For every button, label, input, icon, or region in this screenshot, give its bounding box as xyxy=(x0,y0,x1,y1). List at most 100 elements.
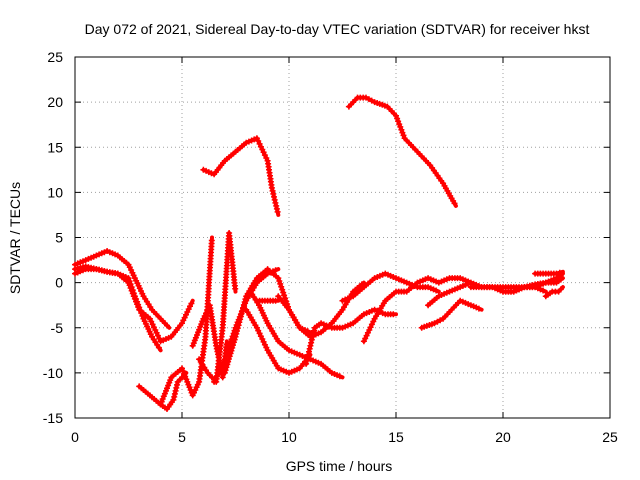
plus-marker xyxy=(272,267,279,274)
plus-marker xyxy=(398,126,405,133)
series-markers-arc-7 xyxy=(196,230,239,385)
y-axis-label: SDTVAR / TECUs xyxy=(7,182,23,294)
axis-ticks xyxy=(74,56,611,419)
plus-marker xyxy=(309,333,316,340)
plus-marker xyxy=(222,367,229,374)
plus-marker xyxy=(396,121,403,128)
plus-marker xyxy=(390,311,397,318)
series-markers-arc-20 xyxy=(425,279,547,309)
plus-marker xyxy=(395,118,402,125)
plus-marker xyxy=(433,287,440,294)
plus-marker xyxy=(223,364,230,371)
plus-marker xyxy=(225,358,232,365)
plus-marker xyxy=(236,319,243,326)
plus-marker xyxy=(225,356,232,362)
x-tick-label: 15 xyxy=(388,429,404,445)
plus-marker xyxy=(400,132,407,139)
plus-marker xyxy=(170,396,177,403)
series-markers-arc-18 xyxy=(360,275,472,345)
plus-marker xyxy=(228,347,235,354)
series-line-arc-16 xyxy=(346,95,458,208)
plus-marker xyxy=(557,276,564,283)
y-tick-label: -15 xyxy=(43,410,63,426)
series-line-arc-13 xyxy=(304,307,398,366)
plus-marker xyxy=(336,373,343,380)
series-line-arc-1 xyxy=(73,249,172,330)
plus-marker xyxy=(240,301,247,308)
plus-marker xyxy=(540,287,547,294)
series-markers-arc-15 xyxy=(200,135,281,215)
plus-marker xyxy=(128,287,135,294)
plus-marker xyxy=(234,328,240,334)
plus-marker xyxy=(272,297,279,304)
series-markers-arc-3 xyxy=(72,266,195,345)
plus-marker xyxy=(231,336,238,343)
series-markers-arc-16 xyxy=(345,94,458,207)
plus-marker xyxy=(557,286,564,293)
x-tick-label: 10 xyxy=(281,429,297,445)
series-markers-arc-14 xyxy=(253,297,279,304)
x-tick-labels: 0 5 10 15 20 25 xyxy=(71,429,618,445)
plus-marker xyxy=(277,280,284,287)
series-markers-arc-19 xyxy=(418,297,482,331)
series-group xyxy=(72,94,565,412)
series-markers-arc-9 xyxy=(221,266,311,376)
series-markers-arc-1 xyxy=(72,248,170,329)
plus-marker xyxy=(196,326,203,333)
series-markers-arc-23 xyxy=(542,286,564,300)
plus-marker xyxy=(238,310,245,317)
plus-marker xyxy=(229,344,236,351)
y-tick-label: -10 xyxy=(43,365,63,381)
series-line-arc-2 xyxy=(73,264,163,353)
plus-marker xyxy=(155,344,162,351)
plus-marker xyxy=(234,325,241,332)
plus-marker xyxy=(240,304,247,311)
plus-marker xyxy=(272,199,279,206)
plus-marker xyxy=(281,292,288,299)
y-tick-label: 10 xyxy=(47,184,63,200)
plus-marker xyxy=(242,296,249,303)
x-tick-label: 20 xyxy=(495,429,511,445)
y-tick-label: -5 xyxy=(51,320,64,336)
series-markers-arc-13 xyxy=(303,306,397,367)
plus-marker xyxy=(279,286,286,293)
x-tick-label: 25 xyxy=(602,429,618,445)
plus-marker xyxy=(394,115,401,122)
chart-title: Day 072 of 2021, Sidereal Day-to-day VTE… xyxy=(85,21,590,37)
series-markers-arc-12 xyxy=(275,281,365,340)
x-axis-label: GPS time / hours xyxy=(286,458,393,474)
grid-lines xyxy=(75,57,610,418)
plus-marker xyxy=(304,354,311,361)
y-tick-label: 0 xyxy=(55,275,63,291)
series-markers-arc-24 xyxy=(532,269,563,277)
plus-marker xyxy=(276,278,283,284)
plus-marker xyxy=(232,285,239,292)
y-tick-label: 15 xyxy=(47,139,63,155)
series-markers-arc-5 xyxy=(157,237,215,408)
plus-marker xyxy=(278,283,285,290)
plus-marker xyxy=(208,237,215,244)
y-tick-label: 5 xyxy=(55,230,63,246)
plus-marker xyxy=(221,369,228,376)
plus-marker xyxy=(164,322,170,329)
plus-marker xyxy=(553,270,560,277)
plus-marker xyxy=(280,289,287,296)
plus-marker xyxy=(232,333,239,340)
y-tick-labels: -15 -10 -5 0 5 10 15 20 25 xyxy=(43,49,63,426)
x-tick-label: 0 xyxy=(71,429,79,445)
plus-marker xyxy=(230,342,236,349)
y-tick-label: 20 xyxy=(47,94,63,110)
plus-marker xyxy=(226,353,233,360)
y-tick-label: 25 xyxy=(47,49,63,65)
plus-marker xyxy=(188,300,195,307)
plus-marker xyxy=(475,305,482,312)
plus-marker xyxy=(399,129,406,136)
plus-marker xyxy=(556,269,563,276)
series-line-arc-11 xyxy=(248,289,345,380)
plus-marker xyxy=(237,316,244,323)
plus-marker xyxy=(397,123,404,130)
plus-marker xyxy=(393,112,399,119)
plus-marker xyxy=(451,200,458,207)
plus-marker xyxy=(275,275,282,282)
